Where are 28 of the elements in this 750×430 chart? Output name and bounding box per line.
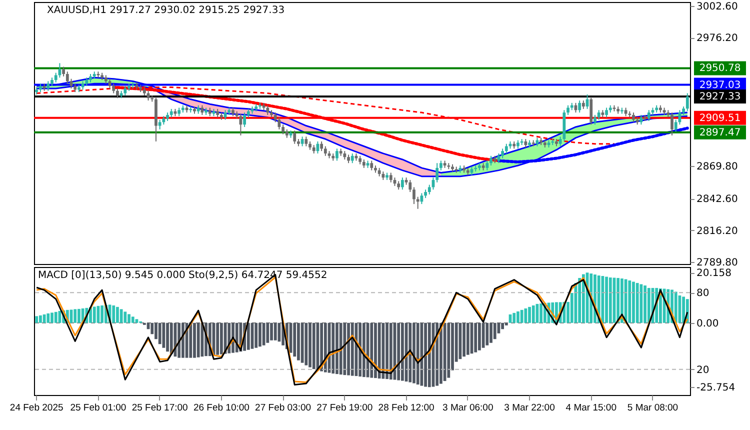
x-tick-label: 25 Feb 17:00 [132, 402, 188, 414]
ref-line-label: 2927.33 [699, 91, 741, 102]
x-tick-label: 25 Feb 01:00 [70, 402, 126, 414]
x-tick-label: 5 Mar 08:00 [627, 402, 678, 414]
ref-line-label: 2909.51 [699, 112, 741, 124]
ref-line-label: 2897.47 [699, 127, 741, 138]
chart-title: XAUUSD,H1 2917.27 2930.02 2915.25 2927.33 [47, 4, 285, 16]
y-tick-label: 0.00 [696, 318, 719, 330]
y-tick-label: 2816.20 [696, 226, 738, 237]
x-tick-label: 4 Mar 15:00 [566, 402, 616, 414]
ref-line-label: 2950.78 [699, 63, 741, 74]
ref-line-label: 2937.03 [699, 80, 741, 91]
x-tick-label: 27 Feb 03:00 [255, 402, 312, 414]
x-tick-label: 26 Feb 10:00 [193, 402, 250, 414]
x-tick-label: 24 Feb 2025 [10, 402, 64, 414]
x-tick-label: 28 Feb 12:00 [378, 402, 434, 414]
x-tick-label: 27 Feb 19:00 [316, 402, 373, 414]
y-tick-label: 2976.20 [696, 33, 738, 44]
y-tick-label: -25.754 [696, 382, 736, 394]
y2-tick-label: 20 [696, 364, 710, 376]
y-tick-label: 2869.80 [696, 161, 738, 172]
x-tick-label: 3 Mar 06:00 [442, 402, 494, 414]
y-tick-label: 20.158 [696, 268, 732, 280]
x-tick-label: 3 Mar 22:00 [504, 402, 555, 414]
y-tick-label: 2789.80 [696, 258, 738, 269]
y2-tick-label: 80 [696, 288, 710, 300]
y-tick-label: 3002.60 [696, 1, 738, 12]
y-tick-label: 2842.60 [696, 194, 738, 205]
